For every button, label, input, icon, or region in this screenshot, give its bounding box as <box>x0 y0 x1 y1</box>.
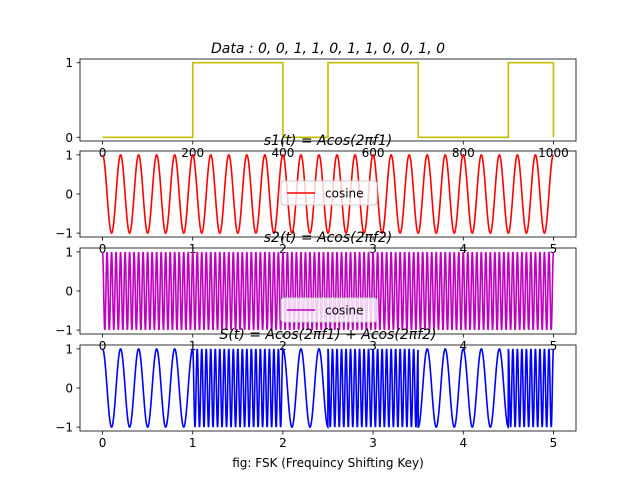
x-tick-label: 2 <box>279 242 287 256</box>
legend-box <box>280 297 378 323</box>
x-tick-label: 5 <box>550 242 558 256</box>
y-tick-label: 1 <box>65 56 73 70</box>
subplot-title-3: s2(t) = Acos(2πf2) <box>264 230 392 246</box>
y-tick-label: 0 <box>65 382 73 396</box>
x-tick-label: 0 <box>99 146 107 160</box>
x-tick-label: 1000 <box>538 146 569 160</box>
y-tick-label: −1 <box>55 324 73 338</box>
x-tick-label: 3 <box>369 242 377 256</box>
legend-label: cosine <box>325 304 364 318</box>
x-tick-label: 1 <box>189 436 197 450</box>
x-tick-label: 5 <box>550 436 558 450</box>
subplot-title-2: s1(t) = Acos(2πf1) <box>264 133 392 149</box>
legend-label: cosine <box>325 187 364 201</box>
legend-2: cosine <box>280 180 378 206</box>
x-tick-label: 2 <box>279 436 287 450</box>
x-tick-label: 0 <box>99 436 107 450</box>
y-tick-label: 0 <box>65 131 73 145</box>
series-line-4 <box>102 347 555 430</box>
figure-xlabel: fig: FSK (Frequincy Shifting Key) <box>232 456 424 470</box>
subplot-2: 0 1 2 3 4 5 −1 0 1 s1(t) = Acos(2πf1) cosine <box>55 133 577 256</box>
x-tick-label: 0 <box>99 242 107 256</box>
y-tick-label: 1 <box>65 245 73 259</box>
x-tick-label: 800 <box>452 146 475 160</box>
x-tick-label: 1 <box>189 242 197 256</box>
series-line-3 <box>101 251 555 331</box>
x-tick-label: 2 <box>279 339 287 353</box>
subplot-1: 0 200 400 600 800 1000 0 1 Data : 0, 0, 1, 1, 0,… <box>65 41 577 160</box>
legend-box <box>280 180 378 206</box>
subplot-title-4: S(t) = Acos(2πf1) + Acos(2πf2) <box>219 327 436 343</box>
y-tick-label: −1 <box>55 421 73 435</box>
y-tick-label: 0 <box>65 285 73 299</box>
subplot-4: 0 1 2 3 4 5 −1 0 1 S(t) = Acos(2πf1) + Acos(2πf2) <box>55 327 577 450</box>
x-tick-label: 4 <box>459 242 467 256</box>
x-tick-label: 0 <box>99 339 107 353</box>
legend-3: cosine <box>280 297 378 323</box>
x-tick-label: 600 <box>362 146 385 160</box>
x-tick-label: 200 <box>181 146 204 160</box>
x-tick-label: 5 <box>550 339 558 353</box>
subplot-title-1: Data : 0, 0, 1, 1, 0, 1, 1, 0, 0, 1, 0 <box>211 41 445 57</box>
x-tick-label: 4 <box>459 436 467 450</box>
y-tick-label: −1 <box>55 227 73 241</box>
axes-frame-1 <box>79 58 577 142</box>
x-tick-label: 4 <box>459 339 467 353</box>
x-tick-label: 1 <box>189 339 197 353</box>
x-tick-label: 3 <box>369 436 377 450</box>
y-tick-label: 0 <box>65 188 73 202</box>
y-tick-label: 1 <box>65 148 73 162</box>
subplot-3: 0 1 2 3 4 5 −1 0 1 s2(t) = Acos(2πf2) cosine <box>55 230 577 353</box>
series-line-1 <box>102 61 555 139</box>
x-tick-label: 3 <box>369 339 377 353</box>
y-tick-label: 1 <box>65 342 73 356</box>
series-line-2 <box>102 154 554 234</box>
x-tick-label: 400 <box>271 146 294 160</box>
